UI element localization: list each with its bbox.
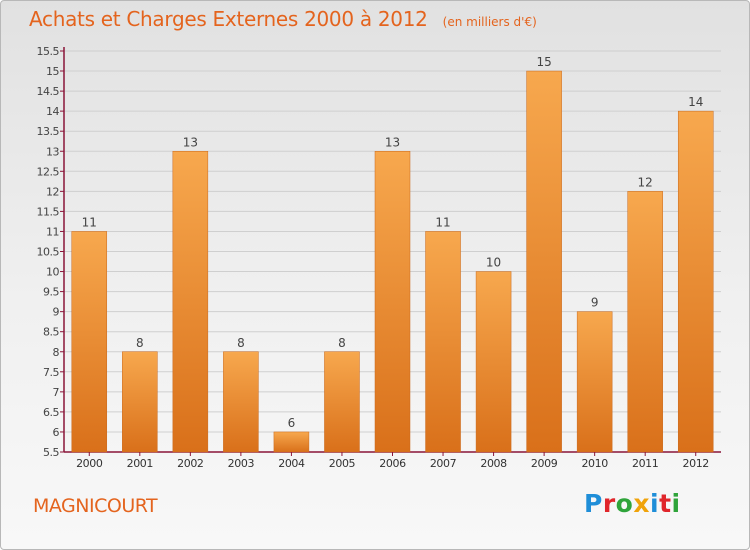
brand-letter: t	[659, 489, 672, 518]
bar	[71, 231, 108, 453]
y-tick-label: 12.5	[37, 165, 60, 178]
brand-letter: i	[650, 489, 660, 518]
x-tick-label: 2002	[177, 457, 203, 470]
x-tick-label: 2000	[76, 457, 103, 470]
y-tick-label: 10	[46, 266, 59, 279]
town-name: MAGNICOURT	[33, 495, 158, 517]
bar	[425, 231, 461, 453]
x-tick-label: 2012	[683, 457, 709, 470]
y-tick-label: 15.5	[37, 45, 60, 58]
bar	[273, 431, 310, 453]
bar	[122, 351, 158, 453]
y-tick-label: 13.5	[37, 125, 60, 138]
brand-letter: P	[584, 489, 603, 518]
y-tick-label: 5.5	[43, 446, 59, 459]
bar-value-label: 11	[435, 215, 450, 229]
y-tick-label: 7	[53, 386, 60, 399]
y-tick-label: 8	[53, 346, 60, 359]
brand-logo: Proxiti	[584, 489, 681, 518]
bar	[526, 70, 562, 453]
bar-value-label: 8	[136, 336, 144, 350]
x-tick-label: 2001	[127, 457, 153, 470]
y-tick-label: 6	[53, 426, 60, 439]
bar-value-label: 12	[638, 175, 653, 189]
bar-value-label: 9	[591, 296, 599, 310]
brand-letter: o	[615, 489, 634, 518]
bar-value-label: 13	[385, 135, 400, 149]
y-tick-label: 14.5	[37, 85, 60, 98]
bar	[172, 151, 209, 453]
brand-letter: x	[633, 489, 650, 518]
x-tick-label: 2011	[632, 457, 658, 470]
x-tick-label: 2010	[581, 457, 608, 470]
bar	[374, 151, 411, 453]
x-tick-label: 2006	[379, 457, 406, 470]
x-tick-label: 2007	[430, 457, 457, 470]
y-tick-label: 11.5	[37, 205, 60, 218]
bar	[627, 191, 663, 453]
brand-letter: r	[602, 489, 616, 518]
bar	[223, 351, 259, 453]
x-tick-label: 2009	[531, 457, 558, 470]
unit-text: (en milliers d'€)	[442, 15, 537, 29]
bar	[475, 271, 512, 453]
chart-title: Achats et Charges Externes 2000 à 2012 (…	[29, 7, 537, 31]
title-text: Achats et Charges Externes 2000 à 2012	[29, 7, 428, 31]
bar	[324, 351, 360, 453]
y-tick-label: 8.5	[43, 326, 59, 339]
y-tick-label: 11	[46, 225, 59, 238]
y-tick-label: 10.5	[37, 246, 60, 259]
y-tick-label: 7.5	[43, 366, 59, 379]
bar	[576, 311, 613, 453]
bar-value-label: 8	[237, 336, 245, 350]
bar-value-label: 13	[183, 135, 198, 149]
bar-value-label: 10	[486, 256, 501, 270]
y-tick-label: 13	[46, 145, 59, 158]
bar-value-label: 8	[338, 336, 346, 350]
bar-value-label: 6	[288, 416, 296, 430]
x-tick-label: 2008	[480, 457, 507, 470]
y-tick-label: 14	[46, 105, 59, 118]
bar-value-label: 11	[82, 215, 97, 229]
y-tick-label: 9.5	[43, 286, 59, 299]
y-tick-label: 9	[53, 306, 60, 319]
y-tick-label: 15	[46, 65, 59, 78]
bar-value-label: 14	[688, 95, 703, 109]
y-tick-label: 6.5	[43, 406, 59, 419]
x-tick-label: 2003	[228, 457, 255, 470]
x-tick-label: 2004	[278, 457, 305, 470]
bar	[677, 110, 714, 453]
bar-value-label: 15	[536, 55, 551, 69]
x-tick-label: 2005	[329, 457, 356, 470]
brand-letter: i	[671, 489, 681, 518]
y-tick-label: 12	[46, 185, 59, 198]
